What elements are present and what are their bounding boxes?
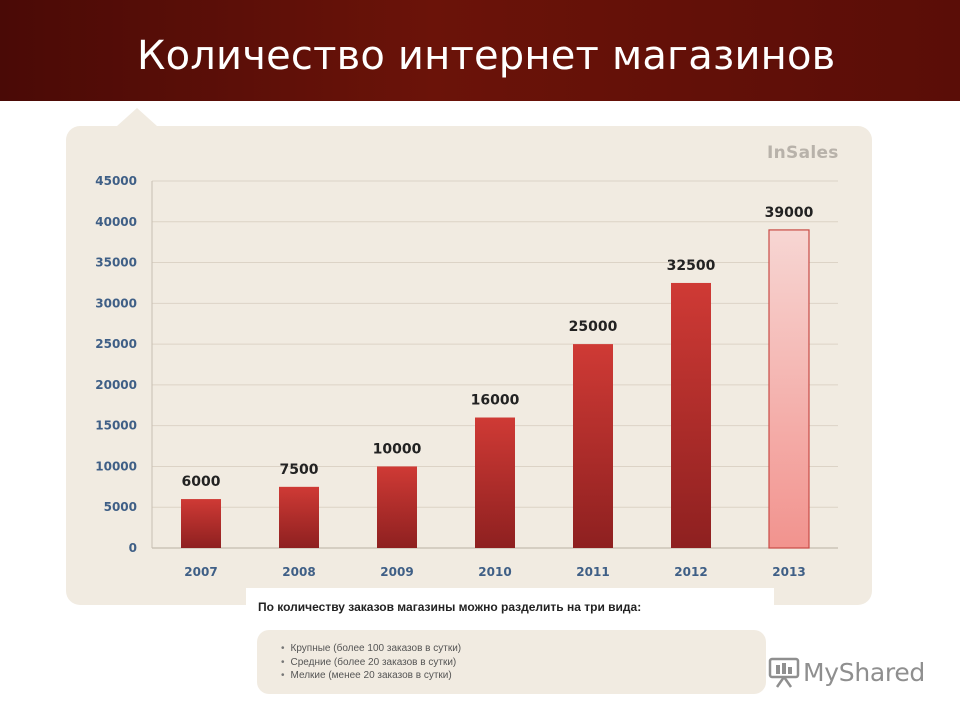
y-tick-label: 10000 <box>95 459 137 473</box>
data-label: 32500 <box>667 258 716 274</box>
panel-notch <box>117 108 157 126</box>
note-list: Крупные (более 100 заказов в сутки) Сред… <box>257 630 766 683</box>
y-tick-label: 0 <box>129 541 137 555</box>
note-item-medium: Средние (более 20 заказов в сутки) <box>281 656 766 670</box>
data-label: 6000 <box>182 474 221 490</box>
y-tick-label: 15000 <box>95 419 137 433</box>
bar-2008 <box>279 486 319 548</box>
x-tick-label: 2009 <box>380 565 413 579</box>
data-label: 39000 <box>765 205 814 221</box>
myshared-watermark: MyShared <box>767 655 925 689</box>
data-label: 7500 <box>280 462 319 478</box>
data-label: 10000 <box>373 441 422 457</box>
bar-2009 <box>377 466 417 548</box>
x-tick-label: 2010 <box>478 565 511 579</box>
note-item-large: Крупные (более 100 заказов в сутки) <box>281 642 766 656</box>
watermark-text: MyShared <box>803 657 925 687</box>
insales-logo: InSales <box>767 143 839 163</box>
data-label: 16000 <box>471 393 520 409</box>
header-bar: Количество интернет магазинов <box>0 0 960 101</box>
bar-2007 <box>181 499 221 548</box>
page-title: Количество интернет магазинов <box>137 33 836 79</box>
bar-2012 <box>671 282 711 548</box>
note-heading: По количеству заказов магазины можно раз… <box>258 600 642 614</box>
x-tick-label: 2008 <box>282 565 315 579</box>
x-tick-label: 2007 <box>184 565 217 579</box>
bar-2013 <box>768 229 810 549</box>
y-tick-label: 40000 <box>95 215 137 229</box>
y-tick-label: 5000 <box>104 500 137 514</box>
data-label: 25000 <box>569 319 618 335</box>
projector-screen-icon <box>768 657 800 688</box>
note-list-box: Крупные (более 100 заказов в сутки) Сред… <box>257 630 766 694</box>
y-tick-label: 30000 <box>95 296 137 310</box>
y-tick-label: 20000 <box>95 378 137 392</box>
bar-2011 <box>573 344 613 548</box>
note-item-small: Мелкие (менее 20 заказов в сутки) <box>281 669 766 683</box>
x-tick-label: 2012 <box>674 565 707 579</box>
y-tick-label: 45000 <box>95 174 137 188</box>
y-tick-label: 25000 <box>95 337 137 351</box>
note-heading-box: По количеству заказов магазины можно раз… <box>246 588 774 626</box>
x-tick-label: 2013 <box>772 565 805 579</box>
x-tick-label: 2011 <box>576 565 609 579</box>
bar-2010 <box>475 417 515 548</box>
y-tick-label: 35000 <box>95 256 137 270</box>
